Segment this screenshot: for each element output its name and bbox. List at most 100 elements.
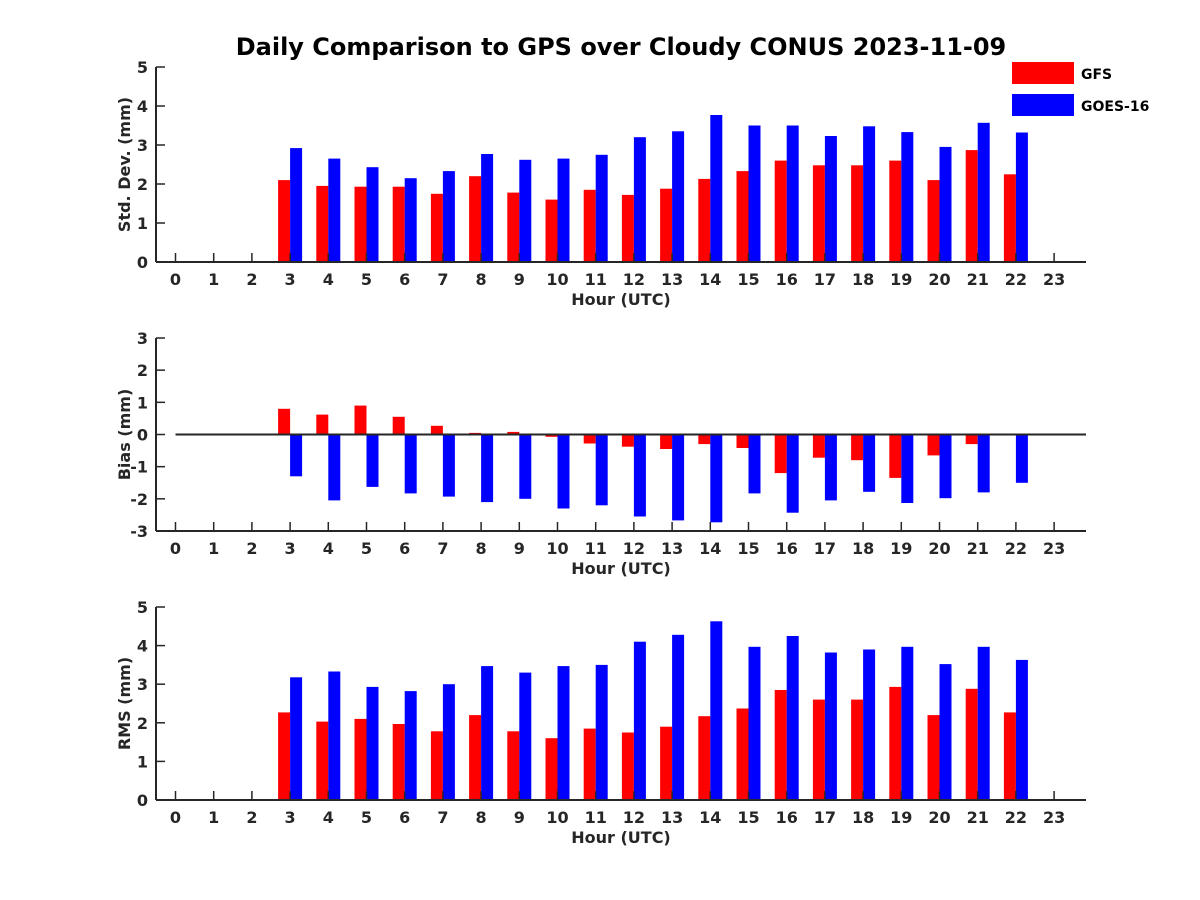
bar-gfs-hour-20	[927, 434, 940, 456]
bar-gfs-hour-5	[354, 718, 367, 800]
bar-gfs-hour-21	[965, 688, 978, 800]
bar-goes16-hour-13	[672, 634, 685, 800]
x-tick-label: 1	[208, 539, 219, 558]
x-tick-label: 0	[170, 539, 181, 558]
x-tick-label: 20	[928, 808, 950, 827]
bar-goes16-hour-5	[366, 434, 379, 487]
bar-goes16-hour-3	[290, 148, 303, 262]
y-tick-label: -3	[130, 522, 148, 541]
x-tick-label: 8	[476, 808, 487, 827]
bar-goes16-hour-4	[328, 434, 341, 501]
x-tick-label: 3	[285, 808, 296, 827]
bar-gfs-hour-6	[392, 416, 405, 435]
y-tick-label: -2	[130, 490, 148, 509]
x-tick-label: 23	[1043, 270, 1065, 289]
x-tick-label: 18	[852, 270, 874, 289]
x-tick-label: 22	[1005, 808, 1027, 827]
x-tick-label: 16	[776, 539, 798, 558]
x-tick-label: 22	[1005, 539, 1027, 558]
bar-goes16-hour-18	[863, 434, 876, 492]
bar-goes16-hour-20	[939, 664, 952, 800]
y-tick-label: -1	[130, 458, 148, 477]
bar-goes16-hour-18	[863, 126, 876, 262]
bar-goes16-hour-5	[366, 167, 379, 262]
bar-goes16-hour-9	[519, 672, 532, 800]
x-tick-label: 3	[285, 270, 296, 289]
bar-goes16-hour-21	[977, 122, 990, 262]
bar-gfs-hour-3	[278, 408, 291, 435]
bar-goes16-hour-11	[595, 434, 608, 506]
x-tick-label: 5	[361, 270, 372, 289]
x-tick-label: 6	[399, 270, 410, 289]
bar-gfs-hour-15	[736, 708, 749, 800]
x-tick-label: 10	[546, 808, 568, 827]
x-tick-label: 16	[776, 808, 798, 827]
bar-gfs-hour-19	[889, 160, 902, 262]
y-tick-label: 3	[137, 329, 148, 348]
bar-gfs-hour-16	[774, 434, 787, 474]
x-tick-label: 0	[170, 808, 181, 827]
bar-gfs-hour-11	[583, 189, 596, 262]
y-tick-label: 5	[137, 58, 148, 77]
x-tick-label: 14	[699, 539, 721, 558]
bar-goes16-hour-6	[404, 691, 417, 800]
bar-gfs-hour-22	[1003, 174, 1016, 263]
x-tick-label: 7	[437, 539, 448, 558]
x-tick-label: 2	[246, 270, 257, 289]
legend-label-gfs: GFS	[1081, 67, 1112, 83]
x-tick-label: 13	[661, 539, 683, 558]
x-tick-label: 6	[399, 808, 410, 827]
bar-goes16-hour-8	[481, 154, 494, 262]
bar-goes16-hour-20	[939, 434, 952, 499]
x-tick-label: 12	[623, 808, 645, 827]
chart-title: Daily Comparison to GPS over Cloudy CONU…	[236, 33, 1007, 61]
x-tick-label: 8	[476, 270, 487, 289]
legend: GFS GOES-16	[1012, 62, 1149, 116]
bar-gfs-hour-22	[1003, 712, 1016, 800]
bar-gfs-hour-4	[316, 185, 329, 262]
bar-goes16-hour-4	[328, 158, 341, 262]
x-tick-label: 1	[208, 808, 219, 827]
x-axis-label: Hour (UTC)	[571, 290, 671, 309]
x-axis-label: Hour (UTC)	[571, 828, 671, 847]
bar-goes16-hour-22	[1015, 659, 1028, 800]
bar-goes16-hour-11	[595, 154, 608, 263]
bar-gfs-hour-17	[812, 165, 825, 262]
y-tick-label: 4	[137, 97, 148, 116]
bar-gfs-hour-20	[927, 180, 940, 262]
bar-gfs-hour-9	[507, 192, 520, 262]
x-tick-label: 2	[246, 808, 257, 827]
bar-goes16-hour-14	[710, 115, 723, 262]
x-tick-label: 10	[546, 270, 568, 289]
bar-gfs-hour-10	[545, 199, 558, 262]
bar-gfs-hour-10	[545, 434, 558, 437]
bar-goes16-hour-17	[824, 434, 837, 501]
x-tick-label: 5	[361, 808, 372, 827]
x-tick-label: 18	[852, 808, 874, 827]
x-tick-label: 22	[1005, 270, 1027, 289]
bar-goes16-hour-19	[901, 434, 914, 503]
bar-gfs-hour-16	[774, 690, 787, 800]
bar-gfs-hour-13	[660, 726, 673, 800]
bar-goes16-hour-6	[404, 434, 417, 494]
bar-gfs-hour-13	[660, 188, 673, 262]
x-tick-label: 4	[323, 270, 334, 289]
x-tick-label: 19	[890, 808, 912, 827]
x-tick-label: 14	[699, 270, 721, 289]
bar-goes16-hour-11	[595, 664, 608, 800]
bar-goes16-hour-5	[366, 686, 379, 800]
bar-gfs-hour-11	[583, 728, 596, 800]
bar-goes16-hour-12	[633, 434, 646, 517]
x-tick-label: 4	[323, 539, 334, 558]
y-tick-label: 2	[137, 714, 148, 733]
x-tick-label: 7	[437, 808, 448, 827]
y-tick-label: 1	[137, 214, 148, 233]
bar-gfs-hour-12	[621, 194, 634, 262]
x-tick-label: 20	[928, 539, 950, 558]
bar-gfs-hour-5	[354, 186, 367, 262]
bar-goes16-hour-9	[519, 159, 532, 262]
y-tick-label: 2	[137, 175, 148, 194]
